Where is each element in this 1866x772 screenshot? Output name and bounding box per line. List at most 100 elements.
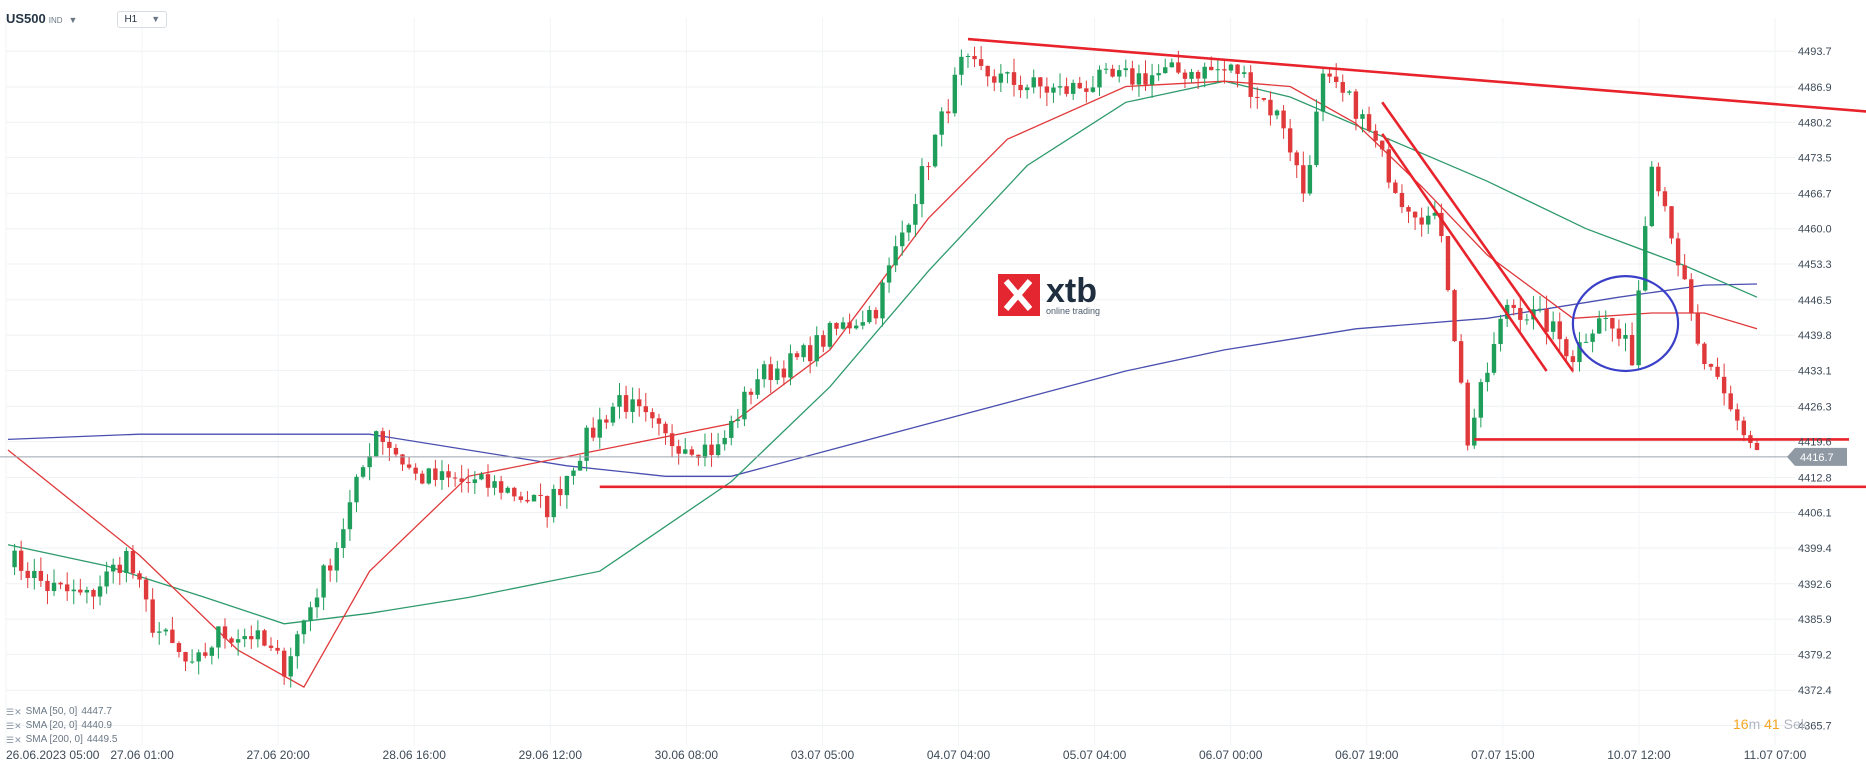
candle-body [768,364,773,381]
candle-body [1143,73,1148,85]
indicator-value: 4447.7 [81,706,112,717]
candle-body [25,570,30,579]
candle-body [150,599,155,633]
symbol-selector[interactable]: US500 IND ▼ [6,10,77,28]
candle-body [551,488,556,518]
symbol-name: US500 [6,11,46,26]
current-price-label: 4416.7 [1800,452,1834,464]
candle-body [130,550,136,574]
y-tick-label: 4372.4 [1798,685,1832,697]
candle-body [420,473,425,484]
candle-body [51,582,57,592]
settings-icon[interactable]: ☰✕ [6,735,22,745]
candle-body [117,564,122,573]
candle-body [413,467,418,474]
candle-body [472,479,478,483]
y-tick-label: 4453.3 [1798,259,1832,271]
candle-body [788,353,793,378]
trendline [1381,101,1574,372]
watermark-brand: xtb [1046,272,1097,310]
timeframe-selector[interactable]: H1 ▼ [117,10,168,28]
candle-body [387,441,392,448]
candle-body [1439,212,1444,237]
candle-body [689,449,695,455]
candle-body [1097,69,1102,88]
candle-body [1215,69,1221,71]
candle-body [1636,290,1641,366]
x-tick-label: 30.06 08:00 [655,748,719,762]
candle-body [1320,73,1326,112]
x-tick-label: 03.07 05:00 [791,748,855,762]
candle-body [1255,96,1260,99]
candle-body [1044,86,1050,93]
candle-body [880,282,885,319]
candle-body [249,636,254,640]
settings-icon[interactable]: ☰✕ [6,707,22,717]
candle-body [91,589,96,597]
candle-body [406,464,412,468]
candle-body [1643,226,1648,291]
x-tick-label: 11.07 07:00 [1744,748,1807,762]
candle-body [1261,98,1267,100]
indicator-row[interactable]: ☰✕ SMA [20, 0] 4440.9 [6,719,117,733]
candle-body [761,364,767,380]
candle-body [1163,67,1168,74]
candle-body [157,631,162,633]
sma20-line [7,80,1758,688]
candle-body [696,454,701,458]
candle-body [1248,72,1253,97]
candle-body [637,399,642,407]
candle-body [281,650,287,677]
candle-body [242,636,247,640]
candle-body [847,322,852,329]
candle-body [900,232,905,247]
indicator-row[interactable]: ☰✕ SMA [200, 0] 4449.5 [6,733,117,747]
grid [5,18,1795,745]
indicator-row[interactable]: ☰✕ SMA [50, 0] 4447.7 [6,705,117,719]
y-tick-label: 4385.9 [1798,614,1832,626]
candle-body [360,467,366,477]
candle-body [222,626,228,639]
candle-body [748,391,754,395]
y-tick-label: 4480.2 [1798,117,1832,129]
candle-body [1031,77,1036,88]
candle-body [439,471,445,480]
candle-body [992,76,997,83]
candle-body [111,564,116,572]
candle-body [1458,341,1464,383]
candle-body [498,481,504,493]
candle-body [867,309,872,323]
candle-body [229,638,234,643]
candle-body [288,656,293,677]
candle-body [235,639,241,643]
settings-icon[interactable]: ☰✕ [6,721,22,731]
candle-body [1149,75,1155,85]
candle-body [18,550,24,571]
x-tick-label: 06.07 00:00 [1199,748,1263,762]
candle-body [1616,328,1622,339]
x-tick-label: 28.06 16:00 [383,748,447,762]
y-tick-label: 4365.7 [1798,721,1832,733]
candle-body [1018,84,1023,91]
countdown-minutes: 16 [1733,716,1749,732]
indicator-value: 4440.9 [81,720,112,731]
y-tick-label: 4493.7 [1798,46,1832,58]
candle-body [1090,87,1096,92]
x-axis: 26.06.2023 05:00 27.06 01:00 27.06 20:00 28… [6,748,1807,762]
candle-body [1610,317,1615,329]
current-price-line: 4416.7 [0,447,1847,466]
y-tick-label: 4399.4 [1798,543,1832,555]
candle-body [1347,91,1352,93]
candle-body [308,607,313,621]
candle-body [505,487,510,493]
candle-body [314,597,320,608]
candle-body [433,468,438,480]
candle-body [919,166,925,205]
candle-body [1241,72,1247,74]
candle-body [1202,66,1207,79]
candle-body [1057,86,1063,88]
candle-body [1386,149,1391,183]
candle-body [1498,318,1503,345]
